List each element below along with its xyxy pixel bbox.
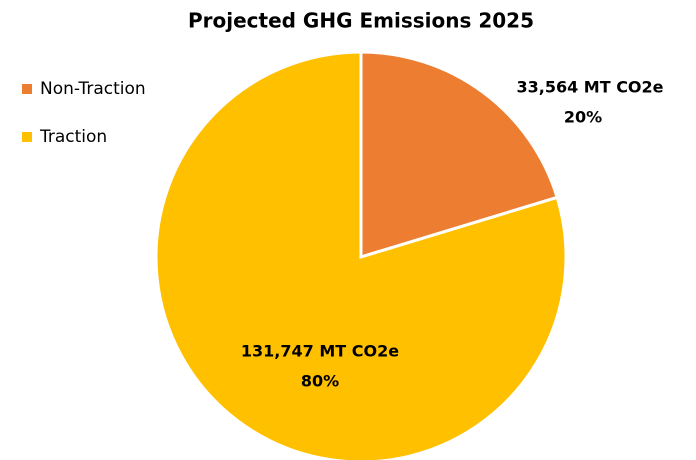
percent-label: 80% bbox=[301, 372, 339, 391]
data-label: 131,747 MT CO2e bbox=[241, 342, 399, 361]
percent-label: 20% bbox=[564, 108, 602, 127]
pie-slice bbox=[359, 50, 560, 260]
legend-label: Non-Traction bbox=[40, 79, 146, 99]
legend-swatch bbox=[22, 84, 32, 94]
data-label: 33,564 MT CO2e bbox=[516, 78, 663, 97]
chart-title: Projected GHG Emissions 2025 bbox=[188, 9, 534, 33]
legend-swatch bbox=[22, 132, 32, 142]
pie-slice bbox=[154, 50, 568, 460]
legend-label: Traction bbox=[39, 127, 107, 147]
